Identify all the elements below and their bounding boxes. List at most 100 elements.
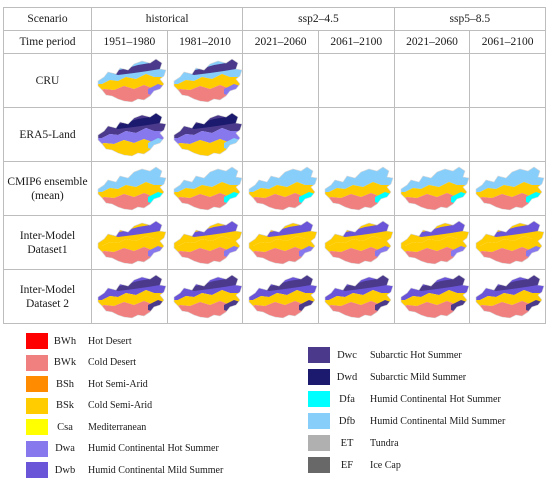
legend-swatch bbox=[308, 347, 330, 363]
map-cell bbox=[91, 215, 168, 270]
dataset-row: Inter-Model Dataset 2 bbox=[3, 269, 546, 324]
dataset-row: CRU bbox=[3, 53, 546, 108]
climate-map bbox=[97, 112, 167, 157]
climate-map bbox=[173, 58, 243, 103]
climate-map bbox=[173, 166, 243, 211]
legend-swatch bbox=[26, 419, 48, 435]
legend-swatch bbox=[26, 462, 48, 478]
period-header: 2061–2100 bbox=[317, 30, 395, 54]
map-cell bbox=[91, 107, 168, 162]
legend-code: Dfa bbox=[339, 393, 355, 405]
period-header: 2021–2060 bbox=[393, 30, 471, 54]
legend-name: Cold Desert bbox=[88, 357, 137, 368]
empty-cell bbox=[469, 107, 546, 162]
dataset-label: Inter-Model Dataset 2 bbox=[3, 269, 92, 324]
scenario-label: Scenario bbox=[3, 7, 92, 31]
dataset-label: CRU bbox=[3, 53, 92, 108]
climate-legend: BWh Hot Desert BWk Cold Desert BSh Hot Semi-A… bbox=[0, 326, 550, 487]
legend-name: Subarctic Hot Summer bbox=[370, 349, 462, 361]
legend-item: Dwc Subarctic Hot Summer bbox=[308, 345, 462, 365]
map-cell bbox=[242, 269, 319, 324]
legend-name: Subarctic Mild Summer bbox=[370, 371, 467, 383]
map-cell bbox=[166, 161, 244, 216]
map-cell bbox=[242, 215, 319, 270]
legend-item: Dwb Humid Continental Mild Summer bbox=[26, 460, 223, 480]
legend-name: Tundra bbox=[370, 437, 399, 449]
legend-code: Dfb bbox=[338, 415, 356, 427]
legend-item: EF Ice Cap bbox=[308, 455, 401, 475]
climate-map bbox=[97, 220, 167, 265]
legend-code: BWk bbox=[53, 357, 77, 368]
empty-cell bbox=[242, 107, 319, 162]
legend-name: Cold Semi-Arid bbox=[88, 400, 153, 411]
legend-swatch bbox=[26, 440, 48, 457]
scenario-header-row: Scenario historical ssp2–4.5 ssp5–8.5 bbox=[3, 7, 547, 31]
legend-item: Dfb Humid Continental Mild Summer bbox=[308, 411, 505, 431]
scenario-ssp245: ssp2–4.5 bbox=[242, 7, 395, 31]
dataset-label: Inter-Model Dataset1 bbox=[3, 215, 92, 270]
climate-map bbox=[324, 166, 394, 211]
period-header-row: Time period 1951–1980 1981–2010 2021–206… bbox=[3, 30, 546, 54]
legend-swatch bbox=[308, 369, 330, 385]
legend-name: Humid Continental Hot Summer bbox=[370, 393, 501, 405]
legend-item: ET Tundra bbox=[308, 433, 399, 453]
climate-map bbox=[475, 220, 545, 265]
map-cell bbox=[469, 161, 546, 216]
climate-map bbox=[324, 220, 394, 265]
climate-map bbox=[400, 166, 470, 211]
period-header: 1951–1980 bbox=[91, 30, 168, 54]
legend-swatch bbox=[26, 333, 48, 349]
scenario-ssp585: ssp5–8.5 bbox=[393, 7, 547, 31]
climate-map bbox=[173, 112, 243, 157]
legend-code: Dwa bbox=[55, 443, 75, 454]
legend-code: Dwc bbox=[337, 349, 357, 361]
dataset-label: CMIP6 ensemble (mean) bbox=[3, 161, 92, 216]
legend-item: Dwa Humid Continental Hot Summer bbox=[26, 439, 219, 459]
climate-map bbox=[249, 166, 318, 211]
map-cell bbox=[469, 269, 546, 324]
climate-map bbox=[475, 166, 545, 211]
legend-item: BWh Hot Desert bbox=[26, 331, 132, 351]
comparison-table: Scenario historical ssp2–4.5 ssp5–8.5 Ti… bbox=[3, 7, 547, 324]
period-header: 2021–2060 bbox=[242, 30, 319, 54]
map-cell bbox=[317, 215, 395, 270]
legend-name: Hot Semi-Arid bbox=[88, 378, 148, 390]
legend-code: ET bbox=[340, 437, 354, 449]
climate-map bbox=[97, 166, 167, 211]
legend-item: BSk Cold Semi-Arid bbox=[26, 396, 152, 416]
period-header: 1981–2010 bbox=[166, 30, 244, 54]
climate-map bbox=[400, 220, 470, 265]
climate-map-grid: Scenario historical ssp2–4.5 ssp5–8.5 Ti… bbox=[3, 7, 547, 324]
map-cell bbox=[317, 269, 395, 324]
legend-name: Ice Cap bbox=[370, 459, 401, 471]
legend-code: Dwb bbox=[54, 464, 76, 476]
map-cell bbox=[91, 53, 168, 108]
map-cell bbox=[166, 53, 244, 108]
legend-code: BSk bbox=[55, 400, 75, 411]
empty-cell bbox=[469, 53, 546, 108]
climate-map bbox=[400, 274, 470, 319]
dataset-row: CMIP6 ensemble (mean) bbox=[3, 161, 546, 216]
climate-map bbox=[173, 274, 243, 319]
map-cell bbox=[166, 107, 244, 162]
map-cell bbox=[393, 161, 471, 216]
legend-item: Csa Mediterranean bbox=[26, 417, 146, 437]
legend-code: BWh bbox=[53, 335, 77, 347]
map-cell bbox=[91, 161, 168, 216]
legend-name: Humid Continental Mild Summer bbox=[370, 415, 506, 427]
legend-code: EF bbox=[340, 459, 354, 471]
dataset-label: ERA5-Land bbox=[3, 107, 92, 162]
empty-cell bbox=[317, 107, 395, 162]
map-cell bbox=[317, 161, 395, 216]
time-period-label: Time period bbox=[3, 30, 92, 54]
legend-item: BWk Cold Desert bbox=[26, 353, 136, 373]
legend-item: Dwd Subarctic Mild Summer bbox=[308, 367, 466, 387]
empty-cell bbox=[317, 53, 395, 108]
scenario-historical: historical bbox=[90, 7, 244, 31]
climate-map bbox=[249, 220, 318, 265]
legend-item: Dfa Humid Continental Hot Summer bbox=[308, 389, 501, 409]
map-cell bbox=[242, 161, 319, 216]
legend-swatch bbox=[308, 413, 330, 429]
empty-cell bbox=[242, 53, 319, 108]
legend-swatch bbox=[26, 376, 48, 392]
